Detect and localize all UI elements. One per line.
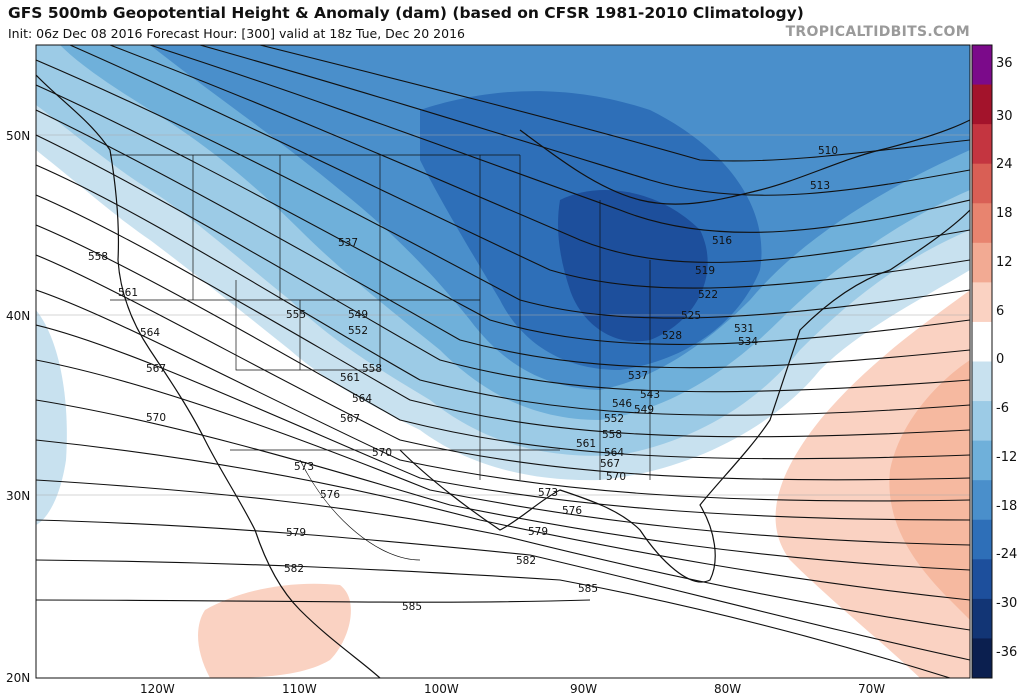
contour-label: 573: [538, 487, 558, 499]
lon-label-70w: 70W: [858, 682, 885, 696]
colorbar: [971, 44, 993, 679]
colorbar-label: -6: [996, 401, 1009, 416]
contour-label: 522: [698, 289, 718, 301]
contour-label: 567: [340, 413, 360, 425]
contour-label: 549: [634, 404, 654, 416]
map-subtitle: Init: 06z Dec 08 2016 Forecast Hour: [30…: [8, 26, 465, 41]
contour-label: 516: [712, 235, 732, 247]
colorbar-label: -18: [996, 499, 1018, 514]
contour-label: 567: [146, 363, 166, 375]
colorbar-label: -36: [996, 645, 1018, 660]
contour-label: 561: [340, 372, 360, 384]
contour-label: 537: [338, 237, 358, 249]
contour-label: 564: [352, 393, 372, 405]
map-frame: [35, 44, 971, 679]
contour-label: 543: [640, 389, 660, 401]
lat-label-50n: 50N: [6, 129, 30, 143]
colorbar-label: 12: [996, 255, 1013, 270]
contour-label: 582: [516, 555, 536, 567]
colorbar-swatch: [972, 480, 992, 521]
anomaly-neg-6: [558, 190, 708, 342]
contour-label: 579: [528, 526, 548, 538]
colorbar-swatch: [972, 598, 992, 639]
contour-label: 561: [118, 287, 138, 299]
contour-label: 561: [576, 438, 596, 450]
colorbar-swatch: [972, 321, 992, 362]
lon-label-110w: 110W: [282, 682, 317, 696]
colorbar-frame: [971, 44, 993, 679]
contour-label: 528: [662, 330, 682, 342]
contour-label: 510: [818, 145, 838, 157]
contour-label: 585: [578, 583, 598, 595]
contour-label: 573: [294, 461, 314, 473]
contour-label: 513: [810, 180, 830, 192]
contour-label: 576: [320, 489, 340, 501]
axis-labels: 50N 40N 30N 20N 120W 110W 100W 90W 80W 7…: [6, 129, 885, 696]
lon-label-100w: 100W: [424, 682, 459, 696]
map-title: GFS 500mb Geopotential Height & Anomaly …: [8, 4, 804, 22]
contour-label: 552: [604, 413, 624, 425]
contour-label: 558: [362, 363, 382, 375]
contour-label: 576: [562, 505, 582, 517]
colorbar-swatch: [972, 401, 992, 442]
colorbar-swatch: [972, 163, 992, 204]
contour-label: 525: [681, 310, 701, 322]
contour-label: 564: [140, 327, 160, 339]
contour-label: 519: [695, 265, 715, 277]
contour-label: 531: [734, 323, 754, 335]
colorbar-label: -30: [996, 596, 1018, 611]
colorbar-swatch: [972, 282, 992, 323]
colorbar-swatch: [972, 203, 992, 244]
colorbar-label: 36: [996, 56, 1013, 71]
contour-label: 582: [284, 563, 304, 575]
contour-label: 579: [286, 527, 306, 539]
colorbar-label: -24: [996, 547, 1018, 562]
contour-labels: 510 513 516 519 522 525 528 531 534 537 …: [88, 145, 838, 613]
colorbar-swatch: [972, 519, 992, 560]
contour-label: 567: [600, 458, 620, 470]
contour-label: 570: [146, 412, 166, 424]
lat-label-30n: 30N: [6, 489, 30, 503]
colorbar-swatch: [972, 559, 992, 600]
contour-label: 558: [602, 429, 622, 441]
contour-label: 564: [604, 447, 624, 459]
colorbar-label: 18: [996, 206, 1013, 221]
contour-label: 546: [612, 398, 632, 410]
colorbar-swatch: [972, 124, 992, 165]
anomaly-pos-1: [775, 290, 970, 678]
contour-label: 570: [372, 447, 392, 459]
lon-label-90w: 90W: [570, 682, 597, 696]
colorbar-label: 24: [996, 157, 1013, 172]
contour-label: 537: [628, 370, 648, 382]
colorbar-label: 0: [996, 352, 1005, 367]
anomaly-neg-1b: [36, 310, 67, 525]
lon-label-120w: 120W: [140, 682, 175, 696]
colorbar-label: 6: [996, 304, 1005, 319]
colorbar-swatch: [972, 242, 992, 283]
contour-label: 549: [348, 309, 368, 321]
contour-label: 570: [606, 471, 626, 483]
colorbar-swatch: [972, 361, 992, 402]
state-borders: [110, 154, 651, 561]
contour-label: 552: [348, 325, 368, 337]
colorbar-label: 30: [996, 109, 1013, 124]
contour-label: 534: [738, 336, 758, 348]
anomaly-pos-3: [198, 583, 351, 678]
colorbar-label: -12: [996, 450, 1018, 465]
contour-label: 555: [286, 309, 306, 321]
colorbar-swatch: [972, 638, 992, 679]
height-contours: [36, 45, 970, 678]
lat-label-20n: 20N: [6, 671, 30, 685]
coastlines: [36, 74, 970, 678]
colorbar-swatch: [972, 45, 992, 86]
lon-label-80w: 80W: [714, 682, 741, 696]
colorbar-swatch: [972, 84, 992, 125]
anomaly-pos-2: [889, 360, 970, 620]
contour-label: 558: [88, 251, 108, 263]
colorbar-swatch: [972, 440, 992, 481]
contour-label: 585: [402, 601, 422, 613]
lat-label-40n: 40N: [6, 309, 30, 323]
brand-watermark: TROPICALTIDBITS.COM: [785, 24, 970, 40]
